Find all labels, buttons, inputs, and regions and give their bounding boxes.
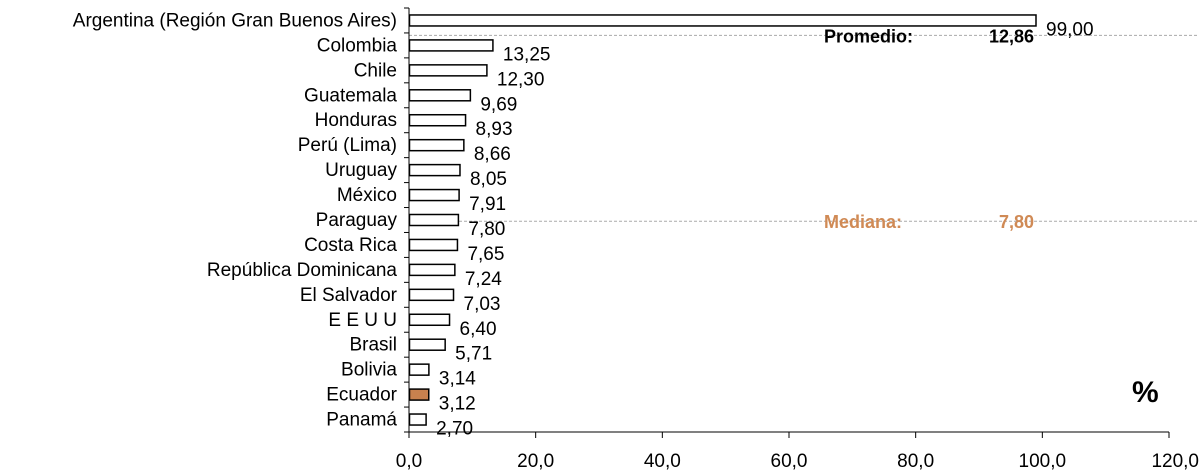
value-label: 7,91 (469, 194, 506, 215)
bar (408, 213, 460, 227)
bar (408, 14, 1037, 27)
category-label: Panamá (326, 410, 397, 431)
x-tick-label: 60,0 (771, 451, 808, 472)
category-label: Costa Rica (304, 235, 397, 256)
category-label: Perú (Lima) (298, 135, 397, 156)
value-label: 8,93 (476, 119, 513, 140)
value-label: 7,03 (464, 294, 501, 315)
category-label: República Dominicana (207, 260, 398, 281)
bar (408, 89, 472, 102)
value-label: 12,30 (497, 69, 545, 90)
bar (408, 113, 467, 127)
category-label: Ecuador (326, 385, 397, 406)
value-label: 7,65 (467, 244, 504, 265)
bars (408, 14, 1037, 426)
value-label: 8,05 (470, 169, 507, 190)
reference-line-name: Promedio: (824, 26, 913, 46)
category-label: Colombia (317, 35, 398, 56)
bar (408, 288, 455, 302)
bar (408, 388, 430, 401)
x-tick-label: 120,0 (1151, 451, 1199, 472)
value-label: 7,24 (465, 269, 502, 290)
x-ticks: 0,0 20,0 40,0 60,0 80,0 100,0 120,0 (396, 432, 1199, 472)
value-label: 3,12 (439, 394, 476, 415)
category-label: Argentina (Región Gran Buenos Aires) (73, 10, 397, 31)
unit-label: % (1132, 376, 1159, 409)
value-label: 6,40 (460, 319, 497, 340)
category-label: Uruguay (325, 160, 397, 181)
bar (408, 338, 446, 351)
x-tick-label: 20,0 (517, 451, 554, 472)
value-label: 2,70 (436, 419, 473, 440)
reference-line-value: 12,86 (989, 26, 1034, 46)
bar (408, 39, 494, 52)
x-tick-label: 40,0 (644, 451, 681, 472)
value-label: 7,80 (468, 219, 505, 240)
bar (408, 263, 456, 277)
bar (408, 363, 430, 376)
category-labels: Argentina (Región Gran Buenos Aires) Colo… (73, 10, 398, 430)
bar (408, 188, 460, 202)
category-label: E E U U (328, 310, 397, 331)
x-tick-label: 0,0 (396, 451, 422, 472)
reference-line-name: Mediana: (824, 212, 902, 232)
value-label: 13,25 (503, 44, 551, 65)
value-labels: 99,00 13,25 12,30 9,69 8,93 8,66 8,05 7,91 7,80 7… (436, 19, 1093, 439)
value-label: 99,00 (1046, 19, 1094, 40)
category-label: Bolivia (341, 360, 397, 381)
value-label: 8,66 (474, 144, 511, 165)
bar (408, 138, 465, 152)
category-label: Chile (354, 60, 397, 81)
category-label: Paraguay (316, 210, 398, 231)
reference-lines (409, 34, 1199, 222)
bar (408, 64, 488, 77)
bar (408, 313, 451, 327)
value-label: 9,69 (480, 94, 517, 115)
category-label: Honduras (315, 110, 397, 131)
category-label: El Salvador (300, 285, 398, 306)
bar (408, 163, 461, 177)
value-label: 3,14 (439, 369, 476, 390)
reference-line-value: 7,80 (999, 212, 1034, 232)
x-tick-label: 80,0 (897, 451, 934, 472)
x-tick-label: 100,0 (1019, 451, 1067, 472)
bar (408, 413, 427, 426)
bar (408, 238, 459, 252)
reference-line-labels: Promedio: 12,86 Mediana: 7,80 (824, 26, 1034, 232)
value-label: 5,71 (455, 344, 492, 365)
category-label: Guatemala (304, 85, 397, 106)
category-label: Brasil (349, 335, 397, 356)
category-label: México (337, 185, 397, 206)
